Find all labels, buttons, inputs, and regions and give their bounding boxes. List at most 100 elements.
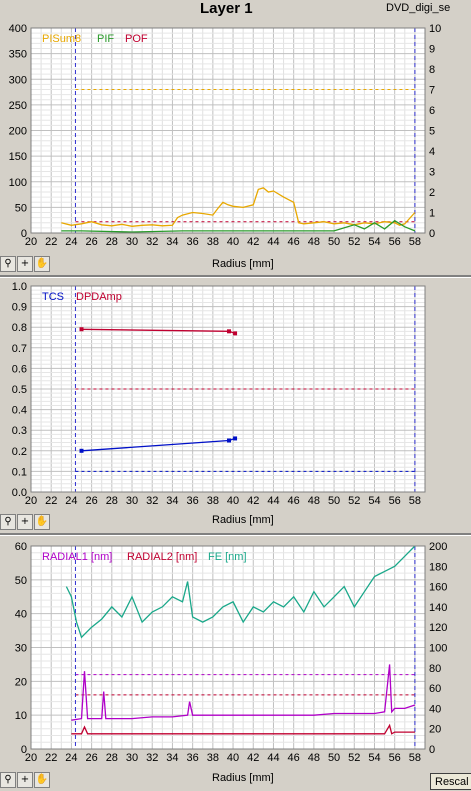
y2-tick-label: 0 — [429, 744, 435, 756]
x-tick-label: 36 — [187, 495, 199, 507]
x-tick-label: 54 — [368, 752, 380, 764]
x-tick-label: 52 — [348, 495, 360, 507]
series-line — [61, 219, 416, 233]
y-tick-label: 20 — [15, 676, 27, 688]
y2-tick-label: 6 — [429, 105, 435, 117]
x-tick-label: 20 — [25, 236, 37, 248]
y2-tick-label: 7 — [429, 85, 435, 97]
x-tick-label: 26 — [85, 236, 97, 248]
y-tick-label: 0 — [21, 744, 27, 756]
crosshair-icon[interactable]: + — [17, 514, 33, 530]
y2-tick-label: 60 — [429, 683, 441, 695]
y-tick-label: 350 — [9, 49, 27, 61]
y-tick-label: 0.2 — [12, 446, 27, 458]
y2-tick-label: 80 — [429, 663, 441, 675]
y-tick-label: 150 — [9, 151, 27, 163]
pan-hand-icon[interactable]: ✋ — [34, 256, 50, 272]
x-tick-label: 22 — [45, 495, 57, 507]
pan-hand-icon[interactable]: ✋ — [34, 514, 50, 530]
y-tick-label: 0.3 — [12, 425, 27, 437]
x-tick-label: 24 — [65, 752, 77, 764]
y-tick-label: 50 — [15, 202, 27, 214]
x-tick-label: 52 — [348, 236, 360, 248]
y2-tick-label: 4 — [429, 146, 435, 158]
window-title-bar: Layer 1 DVD_digi_se — [0, 0, 471, 18]
x-tick-label: 38 — [207, 495, 219, 507]
y-tick-label: 0.9 — [12, 302, 27, 314]
y2-tick-label: 9 — [429, 44, 435, 56]
y2-tick-label: 2 — [429, 187, 435, 199]
y2-tick-label: 5 — [429, 126, 435, 138]
data-point — [233, 331, 238, 336]
x-tick-label: 48 — [308, 236, 320, 248]
data-point — [227, 329, 232, 334]
y2-tick-label: 1 — [429, 208, 435, 220]
y-tick-label: 0.5 — [12, 384, 27, 396]
x-tick-label: 46 — [288, 495, 300, 507]
y-tick-label: 300 — [9, 74, 27, 86]
plot-frame — [30, 285, 426, 493]
legend-label: PIF — [97, 33, 114, 45]
y2-tick-label: 10 — [429, 23, 441, 35]
y2-tick-label: 140 — [429, 602, 447, 614]
x-tick-label: 38 — [207, 752, 219, 764]
x-tick-label: 56 — [389, 236, 401, 248]
x-tick-label: 28 — [106, 495, 118, 507]
x-tick-label: 46 — [288, 752, 300, 764]
y2-tick-label: 8 — [429, 64, 435, 76]
zoom-icon[interactable]: ⚲ — [0, 256, 16, 272]
pan-hand-icon[interactable]: ✋ — [34, 772, 50, 788]
x-tick-label: 22 — [45, 752, 57, 764]
x-tick-label: 28 — [106, 752, 118, 764]
x-tick-label: 58 — [409, 752, 421, 764]
chart-panel-radial: 20 22 24 26 28 30 32 34 36 38 40 42 44 46 48 50 52 54 56 58… — [0, 536, 471, 790]
y2-tick-label: 180 — [429, 561, 447, 573]
y-tick-label: 200 — [9, 126, 27, 138]
panel-divider — [0, 275, 471, 278]
x-tick-label: 48 — [308, 752, 320, 764]
x-tick-label: 42 — [247, 495, 259, 507]
data-point — [79, 448, 84, 453]
chart-toolbar: ⚲ + ✋ — [0, 514, 50, 530]
series-line — [71, 664, 416, 721]
rescale-button[interactable]: Rescal — [430, 773, 471, 790]
legend-label: POF — [125, 33, 148, 45]
x-tick-label: 24 — [65, 236, 77, 248]
x-tick-label: 50 — [328, 495, 340, 507]
x-tick-label: 30 — [126, 495, 138, 507]
x-tick-label: 42 — [247, 236, 259, 248]
layer-title: Layer 1 — [200, 0, 253, 17]
x-tick-label: 40 — [227, 236, 239, 248]
y-tick-label: 0.0 — [12, 487, 27, 499]
zoom-icon[interactable]: ⚲ — [0, 514, 16, 530]
y-tick-label: 0 — [21, 228, 27, 240]
y-tick-label: 0.1 — [12, 466, 27, 478]
zoom-icon[interactable]: ⚲ — [0, 772, 16, 788]
x-tick-label: 56 — [389, 495, 401, 507]
x-tick-label: 32 — [146, 752, 158, 764]
crosshair-icon[interactable]: + — [17, 256, 33, 272]
radial-fe-chart: 20 22 24 26 28 30 32 34 36 38 40 42 44 46 48 50 52 54 56 58… — [15, 541, 448, 764]
y2-tick-label: 0 — [429, 228, 435, 240]
x-tick-label: 44 — [267, 495, 279, 507]
y2-tick-label: 100 — [429, 643, 447, 655]
x-tick-label: 30 — [126, 752, 138, 764]
y-tick-label: 50 — [15, 575, 27, 587]
x-tick-label: 50 — [328, 236, 340, 248]
x-tick-label: 48 — [308, 495, 320, 507]
legend-label: PISum8 — [42, 33, 81, 45]
panel-divider — [0, 533, 471, 536]
crosshair-icon[interactable]: + — [17, 772, 33, 788]
y-tick-label: 1.0 — [12, 281, 27, 293]
x-tick-label: 54 — [368, 495, 380, 507]
x-tick-label: 50 — [328, 752, 340, 764]
x-axis-label: Radius [mm] — [212, 258, 274, 270]
x-tick-label: 40 — [227, 495, 239, 507]
chart-toolbar: ⚲ + ✋ — [0, 772, 50, 788]
x-tick-label: 26 — [85, 495, 97, 507]
x-tick-label: 30 — [126, 236, 138, 248]
x-tick-label: 32 — [146, 236, 158, 248]
y-tick-label: 250 — [9, 100, 27, 112]
chart-panel-tcs: 20 22 24 26 28 30 32 34 36 38 40 42 44 46 48 50 52 54 56 58… — [0, 278, 471, 532]
y2-tick-label: 3 — [429, 167, 435, 179]
